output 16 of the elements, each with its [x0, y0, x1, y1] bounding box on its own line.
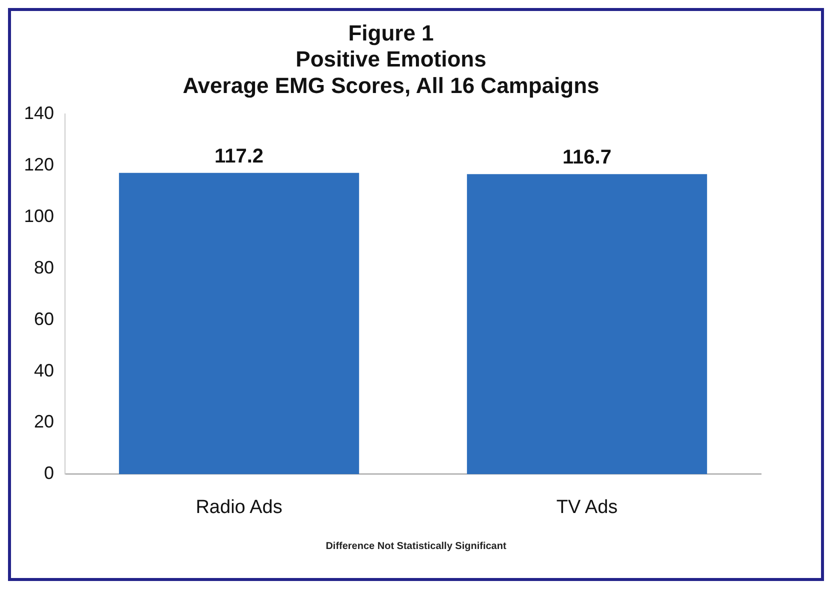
x-tick-label: Radio Ads	[196, 496, 282, 518]
text: Difference Not Statistically Significant	[324, 541, 508, 552]
y-tick-label: 80	[34, 257, 54, 278]
text: Positive Emotions	[296, 46, 486, 72]
y-tick-label: 60	[34, 308, 54, 329]
y-tick-label: 100	[24, 206, 54, 226]
text: Figure 1	[348, 20, 434, 46]
x-tick-label: TV Ads	[556, 496, 618, 518]
text: Average EMG Scores, All 16 Campaigns	[182, 73, 600, 98]
y-tick-label: 20	[34, 412, 54, 432]
data-label: 116.7	[562, 146, 612, 169]
y-tick-label: 40	[34, 360, 54, 380]
y-tick-label: 140	[24, 103, 54, 124]
y-tick-label: 0	[44, 463, 54, 484]
data-label: 117.2	[214, 145, 264, 168]
y-tick-label: 120	[24, 154, 54, 175]
